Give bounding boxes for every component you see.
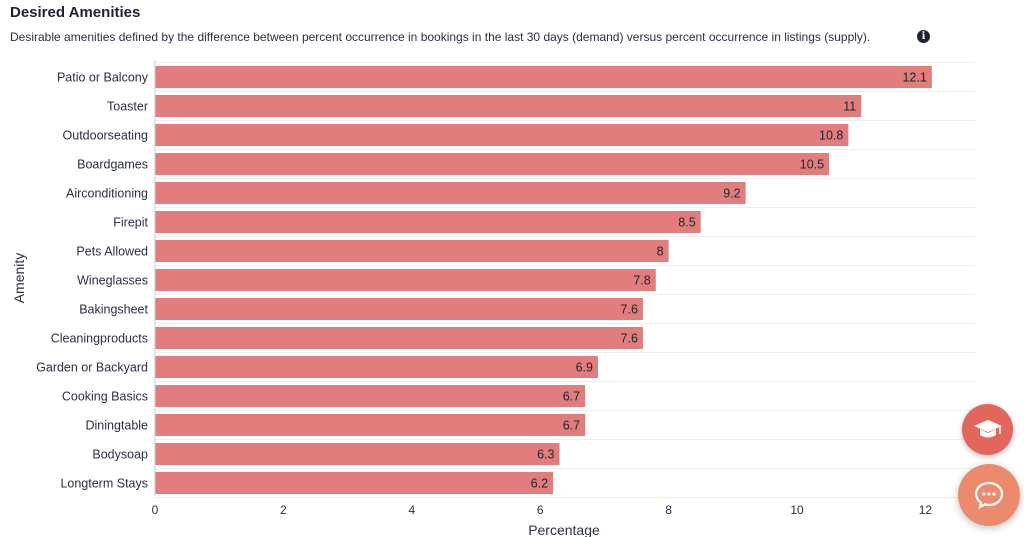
value-label: 11 (843, 100, 856, 114)
category-label: Boardgames (77, 158, 148, 172)
value-label: 7.6 (621, 303, 638, 317)
chart-subtitle: Desirable amenities defined by the diffe… (10, 30, 871, 44)
category-label: Wineglasses (77, 274, 148, 288)
bar[interactable] (155, 414, 586, 436)
category-labels: Patio or Balcony Toaster Outdoorseating Boa… (36, 71, 149, 491)
category-label: Firepit (113, 216, 148, 230)
bar[interactable] (155, 472, 554, 494)
x-tick-label: 0 (152, 503, 159, 517)
x-tick-label: 6 (537, 503, 544, 517)
value-label: 9.2 (723, 187, 740, 201)
x-tick-label: 2 (280, 503, 287, 517)
x-tick-label: 8 (665, 503, 672, 517)
bar[interactable] (155, 182, 746, 204)
x-tick-label: 10 (790, 503, 804, 517)
bar[interactable] (155, 66, 932, 88)
bar[interactable] (155, 240, 669, 262)
category-label: Toaster (107, 100, 148, 114)
category-label: Diningtable (85, 419, 148, 433)
category-label: Cleaningproducts (51, 332, 148, 346)
bar[interactable] (155, 356, 598, 378)
chat-bubble-icon (974, 481, 1004, 509)
value-label: 6.7 (563, 419, 580, 433)
category-label: Patio or Balcony (57, 71, 149, 85)
info-icon[interactable]: i (917, 30, 930, 43)
chart-title: Desired Amenities (10, 4, 141, 21)
bar[interactable] (155, 269, 656, 291)
x-tick-label: 4 (408, 503, 415, 517)
bars (155, 66, 932, 494)
y-axis-label: Amenity (11, 253, 27, 304)
category-label: Outdoorseating (63, 129, 149, 143)
x-axis-label: Percentage (528, 522, 600, 537)
bar[interactable] (155, 211, 701, 233)
value-label: 10.5 (800, 158, 824, 172)
bar[interactable] (155, 443, 560, 465)
value-label: 6.3 (537, 448, 554, 462)
value-label: 10.8 (819, 129, 843, 143)
category-label: Garden or Backyard (36, 361, 148, 375)
value-label: 6.7 (563, 390, 580, 404)
category-label: Longterm Stays (60, 477, 148, 491)
value-label: 8 (657, 245, 664, 259)
x-tick-label: 12 (919, 503, 933, 517)
category-label: Bodysoap (92, 448, 148, 462)
bar[interactable] (155, 385, 586, 407)
value-label: 8.5 (678, 216, 695, 230)
grid-lines (155, 62, 975, 498)
value-label: 7.6 (621, 332, 638, 346)
value-label: 6.2 (531, 477, 548, 491)
learn-button[interactable] (962, 404, 1013, 455)
bar[interactable] (155, 124, 849, 146)
x-tick-labels: 0 2 4 6 8 10 12 (152, 503, 933, 517)
value-labels: 12.1 11 10.8 10.5 9.2 8.5 8 7.8 7.6 7.6 6.9 6.7 6.7 6… (531, 71, 927, 491)
category-label: Bakingsheet (79, 303, 148, 317)
value-label: 7.8 (633, 274, 650, 288)
chat-button[interactable] (958, 464, 1020, 526)
category-label: Airconditioning (66, 187, 148, 201)
bar[interactable] (155, 153, 830, 175)
category-label: Cooking Basics (62, 390, 148, 404)
category-label: Pets Allowed (76, 245, 148, 259)
value-label: 6.9 (576, 361, 593, 375)
bar[interactable] (155, 327, 643, 349)
bar[interactable] (155, 95, 862, 117)
bar[interactable] (155, 298, 643, 320)
value-label: 12.1 (902, 71, 926, 85)
graduation-cap-icon (973, 419, 1002, 437)
